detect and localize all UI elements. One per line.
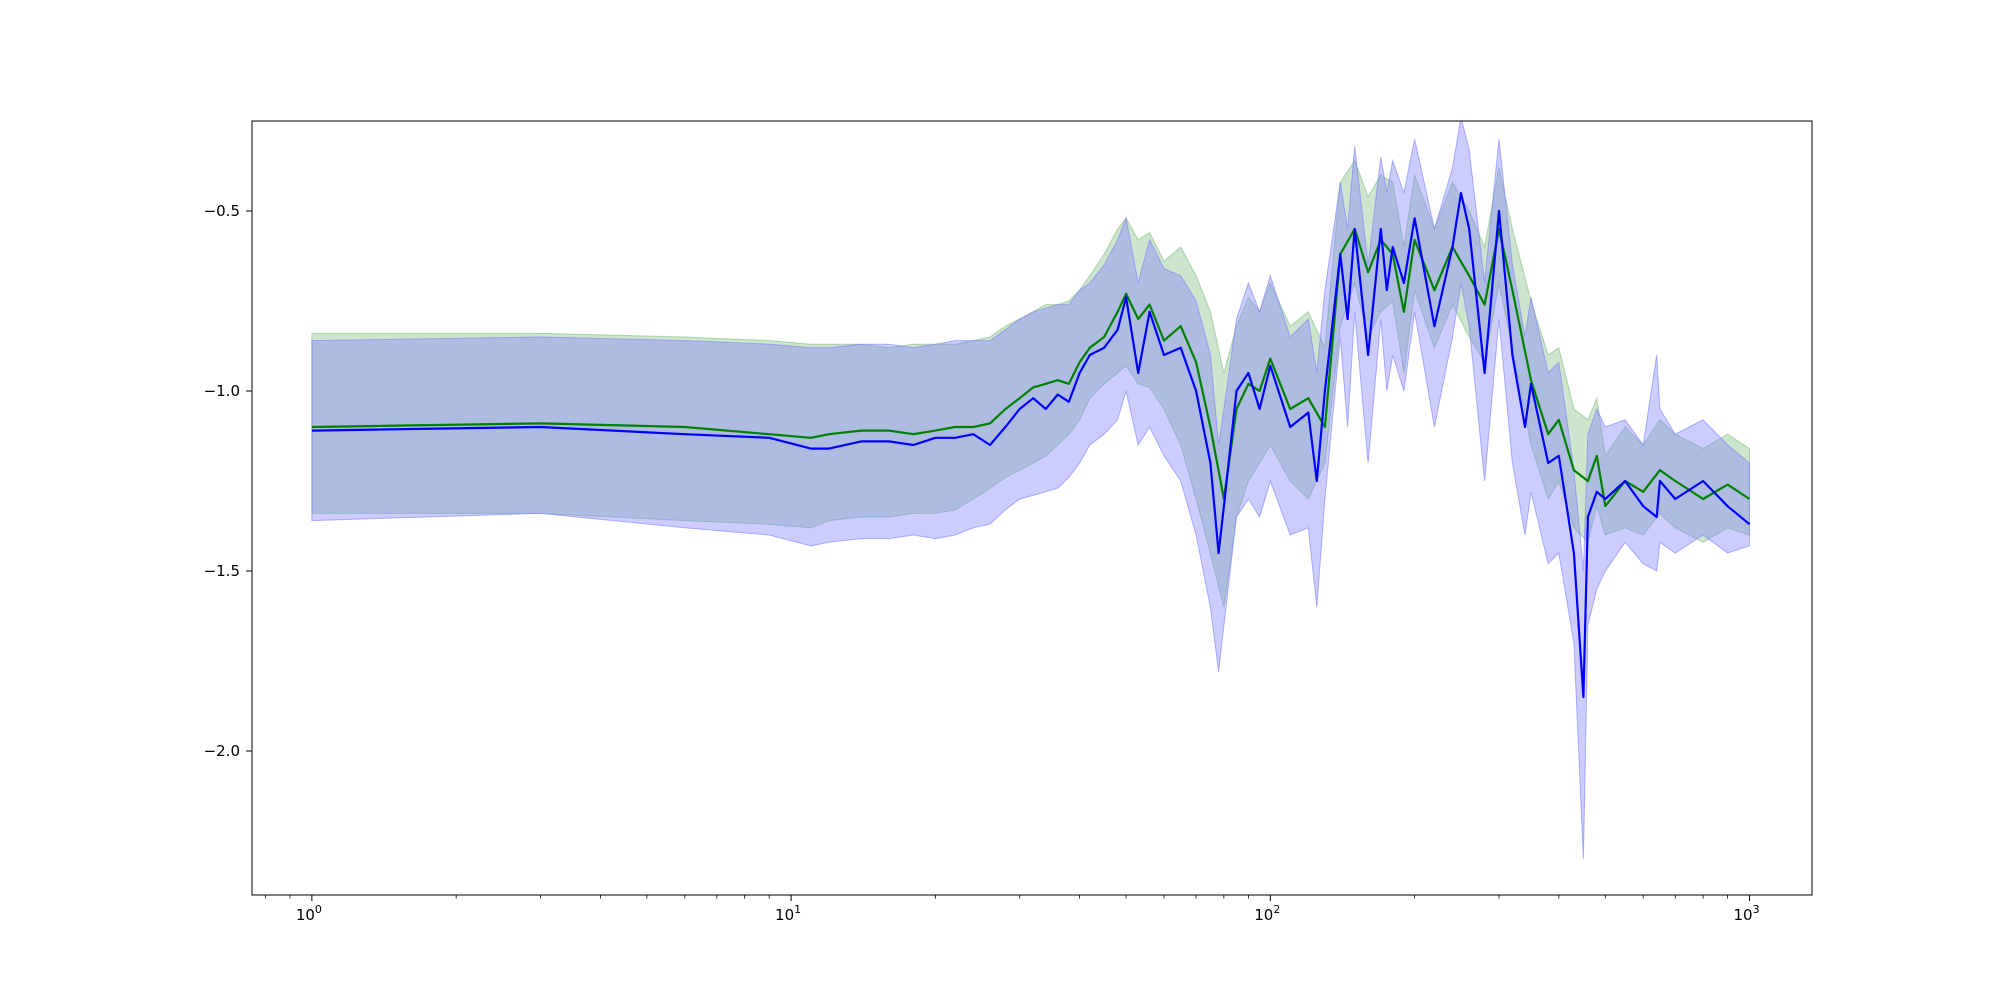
y-tick-label: −2.0 (204, 742, 240, 760)
series-line-0 (311, 227, 1751, 508)
series-lines (311, 191, 1751, 699)
x-tick-label: 103 (1733, 903, 1759, 924)
plot-frame (251, 120, 1813, 896)
band-1 (311, 121, 1750, 860)
x-tick-label: 101 (775, 903, 801, 924)
series-line-1 (311, 191, 1751, 699)
y-tick-label: −0.5 (204, 202, 240, 220)
y-tick-label: −1.0 (204, 382, 240, 400)
y-tick-label: −1.5 (204, 562, 240, 580)
y-axis: −0.5 −1.0 −1.5 −2.0 (204, 202, 252, 760)
x-axis: 100 101 102 103 (265, 895, 1760, 924)
x-tick-label: 100 (296, 903, 322, 924)
x-tick-label: 102 (1254, 903, 1280, 924)
